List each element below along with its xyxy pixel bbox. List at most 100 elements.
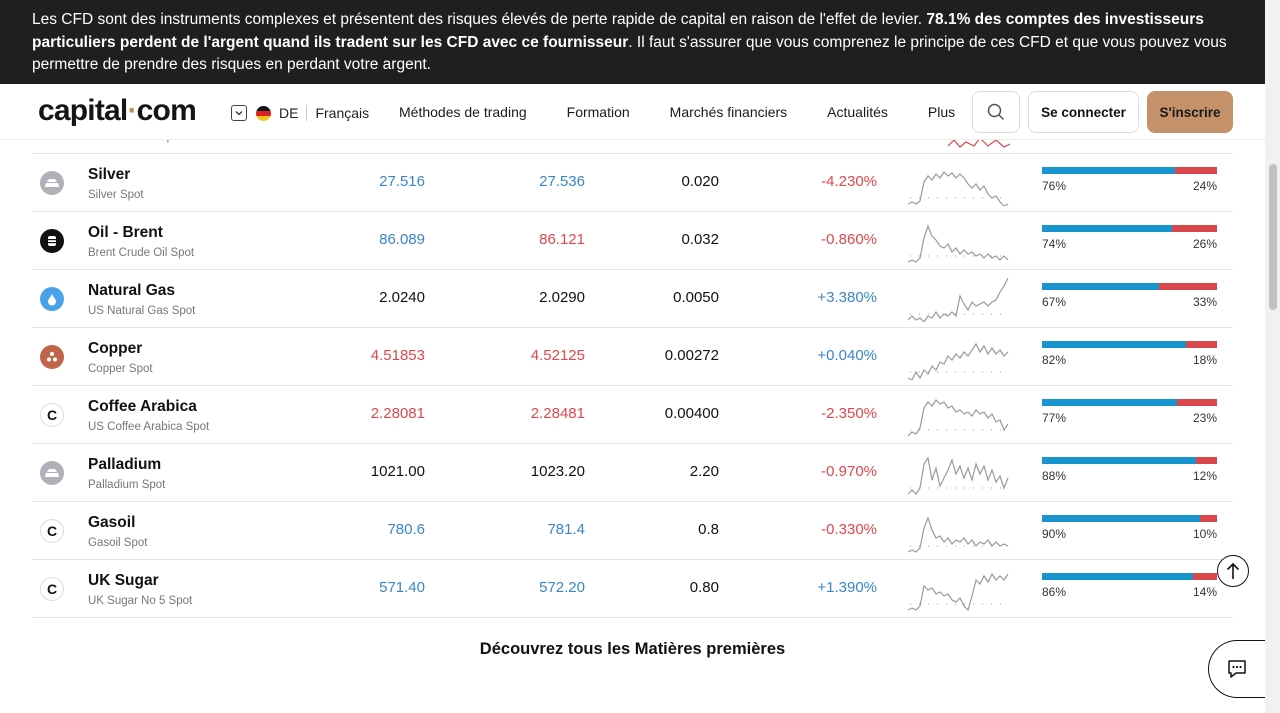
asset-name[interactable]: Gasoil <box>88 514 136 531</box>
trader-sentiment: 86% 14% <box>1042 573 1217 599</box>
buy-percent: 88% <box>1042 469 1067 483</box>
buy-price: 86.121 <box>539 231 585 248</box>
sparkline-history <box>908 572 1009 612</box>
germany-flag-icon <box>256 105 271 121</box>
nav-trading-methods[interactable]: Méthodes de trading <box>399 104 527 120</box>
country-code[interactable]: DE <box>279 105 299 121</box>
table-row[interactable]: Copper Copper Spot 4.51853 4.52125 0.002… <box>32 328 1233 386</box>
buy-percent: 67% <box>1042 295 1067 309</box>
sell-sentiment-fill <box>1192 573 1217 580</box>
buy-percent: 74% <box>1042 237 1067 251</box>
nav-formation[interactable]: Formation <box>566 104 630 120</box>
sentiment-bar <box>1042 457 1217 464</box>
sell-sentiment-fill <box>1176 399 1217 406</box>
sell-price: 4.51853 <box>370 347 425 364</box>
search-icon <box>987 103 1005 121</box>
chat-button[interactable] <box>1208 640 1265 698</box>
nav-markets[interactable]: Marchés financiers <box>669 104 788 120</box>
table-row[interactable]: Silver Silver Spot 27.516 27.536 0.020 -… <box>32 154 1233 212</box>
buy-price: 2.28481 <box>530 405 585 422</box>
sentiment-bar <box>1042 283 1217 290</box>
sell-sentiment-fill <box>1175 167 1217 174</box>
language-label[interactable]: Français <box>315 105 370 121</box>
asset-name[interactable]: UK Sugar <box>88 572 159 589</box>
trader-sentiment: 90% 10% <box>1042 515 1217 541</box>
capital-com-logo[interactable]: capital·com <box>38 94 197 127</box>
table-row[interactable]: Oil - Brent Brent Crude Oil Spot 86.089 … <box>32 212 1233 270</box>
sentiment-bar <box>1042 515 1217 522</box>
sell-sentiment-fill <box>1171 225 1217 232</box>
sell-sentiment-fill <box>1159 283 1217 290</box>
buy-sentiment-fill <box>1042 167 1175 174</box>
table-row[interactable]: Palladium Palladium Spot 1021.00 1023.20… <box>32 444 1233 502</box>
table-row[interactable]: C Coffee Arabica US Coffee Arabica Spot … <box>32 386 1233 444</box>
spread-value: 2.20 <box>689 463 719 480</box>
spread-value: 0.020 <box>681 173 719 190</box>
main-nav: Méthodes de trading Formation Marchés fi… <box>399 104 955 120</box>
buy-sentiment-fill <box>1042 515 1200 522</box>
change-percent: +3.380% <box>817 289 877 306</box>
change-percent: -2.350% <box>821 405 877 422</box>
buy-price: 572.20 <box>539 579 585 596</box>
trader-sentiment: 74% 26% <box>1042 225 1217 251</box>
sell-price: 27.516 <box>379 173 425 190</box>
change-percent: -4.230% <box>821 173 877 190</box>
sparkline-chart <box>908 392 1009 437</box>
trader-sentiment: 88% 12% <box>1042 457 1217 483</box>
change-percent: -0.330% <box>821 521 877 538</box>
spread-value: 0.80 <box>689 579 719 596</box>
scroll-to-top-button[interactable] <box>1217 555 1249 587</box>
signup-button[interactable]: S'inscrire <box>1147 91 1233 133</box>
buy-price: 1023.20 <box>530 463 585 480</box>
table-row[interactable]: C Gasoil Gasoil Spot 780.6 781.4 0.8 -0.… <box>32 502 1233 560</box>
sparkline-chart <box>947 137 1010 148</box>
language-selector[interactable]: DE Français <box>231 103 369 123</box>
sparkline-history <box>908 171 1009 206</box>
asset-name[interactable]: Copper <box>88 340 143 357</box>
table-row[interactable]: Natural Gas US Natural Gas Spot 2.0240 2… <box>32 270 1233 328</box>
spread-value: 0.00272 <box>664 347 719 364</box>
buy-sentiment-fill <box>1042 283 1160 290</box>
search-button[interactable] <box>972 91 1020 133</box>
spread-value: 0.0050 <box>673 289 719 306</box>
asset-name[interactable]: Silver <box>88 166 131 183</box>
buy-sentiment-fill <box>1042 457 1196 464</box>
chevron-down-icon[interactable] <box>231 105 247 121</box>
sparkline-chart <box>908 508 1009 553</box>
capital-c-icon: C <box>40 577 64 601</box>
asset-name[interactable]: Oil - Brent <box>88 224 163 241</box>
asset-name[interactable]: Palladium <box>88 456 162 473</box>
arrow-up-icon <box>1226 562 1240 579</box>
sell-percent: 26% <box>1192 237 1217 251</box>
copper-icon <box>40 345 64 369</box>
asset-subname: US Natural Gas Spot <box>88 305 196 317</box>
sell-sentiment-fill <box>1199 515 1217 522</box>
scrollbar-thumb[interactable] <box>1269 164 1277 310</box>
login-button[interactable]: Se connecter <box>1028 91 1139 133</box>
asset-subname: US Coffee Arabica Spot <box>88 421 210 433</box>
buy-price: 2.0290 <box>539 289 585 306</box>
sentiment-bar <box>1042 341 1217 348</box>
sell-percent: 10% <box>1192 527 1217 541</box>
sparkline-history <box>908 456 1009 495</box>
asset-subname: Gasoil Spot <box>88 537 148 549</box>
sentiment-bar <box>1042 399 1217 406</box>
risk-text-bold: 78.1% des comptes des investisseurs part… <box>32 11 1204 51</box>
nav-news[interactable]: Actualités <box>827 104 888 120</box>
trader-sentiment: 67% 33% <box>1042 283 1217 309</box>
site-header: capital·com DE Français Méthodes de trad… <box>0 84 1265 140</box>
sentiment-bar <box>1042 573 1217 580</box>
divider <box>306 105 308 121</box>
sentiment-bar <box>1042 225 1217 232</box>
nav-more[interactable]: Plus <box>927 104 956 120</box>
page-scrollbar[interactable] <box>1265 0 1280 713</box>
asset-name[interactable]: Natural Gas <box>88 282 176 299</box>
sell-sentiment-fill <box>1196 457 1217 464</box>
sparkline-history <box>908 277 1009 322</box>
table-row[interactable]: C UK Sugar UK Sugar No 5 Spot 571.40 572… <box>32 560 1233 618</box>
sell-price: 571.40 <box>379 579 425 596</box>
buy-price: 4.52125 <box>530 347 585 364</box>
discover-all-commodities-link[interactable]: Découvrez tous les Matières premières <box>479 640 786 658</box>
asset-name[interactable]: Coffee Arabica <box>88 398 197 415</box>
sparkline-chart <box>908 160 1009 206</box>
